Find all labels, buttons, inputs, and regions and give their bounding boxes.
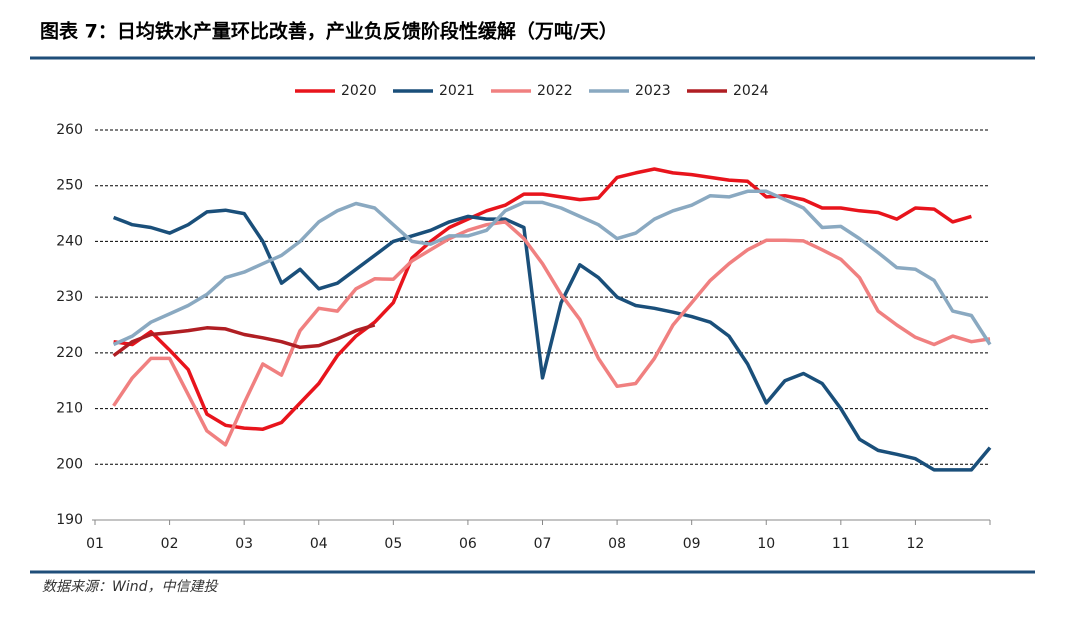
- y-tick-label: 250: [56, 178, 83, 194]
- x-tick-label: 01: [86, 536, 104, 552]
- y-tick-label: 210: [56, 401, 83, 417]
- x-tick-label: 10: [757, 536, 775, 552]
- source-note: 数据来源：Wind，中信建投: [42, 579, 219, 595]
- series-line: [112, 220, 991, 447]
- series-line: [112, 189, 992, 347]
- legend-label: 2024: [733, 83, 769, 99]
- legend-label: 2023: [635, 83, 671, 99]
- x-tick-label: 09: [683, 536, 701, 552]
- y-tick-label: 220: [56, 345, 83, 361]
- y-tick-label: 200: [56, 456, 83, 472]
- legend-label: 2021: [439, 83, 475, 99]
- x-tick-label: 04: [310, 536, 328, 552]
- x-tick-label: 05: [384, 536, 402, 552]
- series-line: [113, 167, 972, 431]
- x-tick-label: 07: [534, 536, 552, 552]
- y-tick-label: 190: [56, 512, 83, 528]
- legend-label: 2022: [537, 83, 573, 99]
- x-tick-label: 06: [459, 536, 477, 552]
- y-tick-label: 230: [56, 289, 83, 305]
- chart-title: 图表 7：日均铁水产量环比改善，产业负反馈阶段性缓解（万吨/天）: [40, 20, 618, 43]
- legend-label: 2020: [341, 83, 377, 99]
- x-tick-label: 11: [832, 536, 850, 552]
- series-line: [112, 208, 992, 472]
- x-tick-label: 03: [235, 536, 253, 552]
- x-tick-label: 02: [161, 536, 179, 552]
- x-tick-label: 12: [907, 536, 925, 552]
- y-tick-label: 260: [56, 122, 83, 138]
- x-tick-label: 08: [608, 536, 626, 552]
- y-tick-label: 240: [56, 233, 83, 249]
- series-line: [112, 323, 376, 358]
